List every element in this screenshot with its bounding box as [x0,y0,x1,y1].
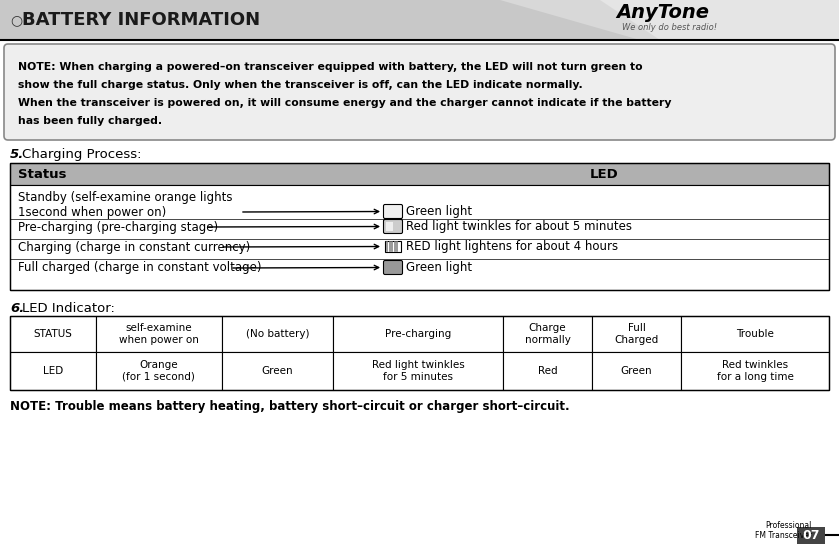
Text: 1second when power on): 1second when power on) [18,206,166,219]
Bar [681,316,829,352]
Text: Red twinkles
for a long time: Red twinkles for a long time [717,360,794,382]
Text: Red light twinkles
for 5 minutes: Red light twinkles for 5 minutes [372,360,465,382]
Text: We only do best radio!: We only do best radio! [622,23,717,31]
Text: When the transceiver is powered on, it will consume energy and the charger canno: When the transceiver is powered on, it w… [18,98,671,108]
Text: has been fully charged.: has been fully charged. [18,116,162,126]
FancyBboxPatch shape [383,220,403,233]
Text: RED light lightens for about 4 hours: RED light lightens for about 4 hours [406,240,618,253]
Text: Charging (charge in constant currency): Charging (charge in constant currency) [18,241,250,254]
FancyBboxPatch shape [383,204,403,219]
Text: Green: Green [621,366,652,376]
Text: ○: ○ [10,13,22,27]
Bar [221,316,333,352]
Bar [0,0,839,40]
Text: Green light: Green light [406,261,472,274]
Bar [592,352,681,390]
Text: Charging Process:: Charging Process: [22,148,142,161]
Bar [333,352,503,390]
FancyBboxPatch shape [4,44,835,140]
FancyBboxPatch shape [383,261,403,274]
Text: 5.: 5. [10,148,24,161]
Text: LED: LED [43,366,63,376]
Text: Trouble: Trouble [736,329,774,339]
Text: Full charged (charge in constant voltage): Full charged (charge in constant voltage… [18,261,262,274]
Bar [10,163,829,185]
Bar [503,316,592,352]
Text: Standby (self-examine orange lights: Standby (self-examine orange lights [18,191,232,204]
Text: Pre-charging: Pre-charging [385,329,451,339]
Text: Pre-charging (pre-charging stage): Pre-charging (pre-charging stage) [18,221,218,234]
Bar [10,316,96,352]
Bar [681,352,829,390]
Bar [386,222,393,231]
Text: LED: LED [590,167,619,181]
Text: Status: Status [18,167,66,181]
Text: Red light twinkles for about 5 minutes: Red light twinkles for about 5 minutes [406,220,632,233]
Text: Red: Red [538,366,557,376]
Bar [10,352,96,390]
Text: BATTERY INFORMATION: BATTERY INFORMATION [22,11,260,29]
Text: Full
Charged: Full Charged [614,323,659,345]
Text: Green light: Green light [406,205,472,218]
Text: show the full charge status. Only when the transceiver is off, can the LED indic: show the full charge status. Only when t… [18,80,583,90]
Text: self-examine
when power on: self-examine when power on [119,323,199,345]
Bar [96,316,221,352]
Text: 07: 07 [802,529,820,542]
Text: Professional
FM Transceiver: Professional FM Transceiver [755,521,812,540]
Bar [10,185,829,290]
Bar [503,352,592,390]
Bar [333,316,503,352]
Bar [96,352,221,390]
Text: STATUS: STATUS [34,329,72,339]
Text: (No battery): (No battery) [246,329,309,339]
Text: Green: Green [262,366,293,376]
Polygon shape [500,0,839,40]
Bar [221,352,333,390]
Polygon shape [600,0,839,40]
FancyBboxPatch shape [385,241,401,252]
Text: 6.: 6. [10,302,24,315]
Bar [797,527,825,544]
Text: AnyTone: AnyTone [616,3,709,23]
Bar [10,163,829,290]
Text: LED Indicator:: LED Indicator: [22,302,115,315]
Text: NOTE: When charging a powered–on transceiver equipped with battery, the LED will: NOTE: When charging a powered–on transce… [18,62,643,72]
Text: NOTE: Trouble means battery heating, battery short–circuit or charger short–circ: NOTE: Trouble means battery heating, bat… [10,400,570,413]
Bar [10,316,829,390]
Text: Orange
(for 1 second): Orange (for 1 second) [122,360,195,382]
Text: Charge
normally: Charge normally [524,323,571,345]
Bar [592,316,681,352]
